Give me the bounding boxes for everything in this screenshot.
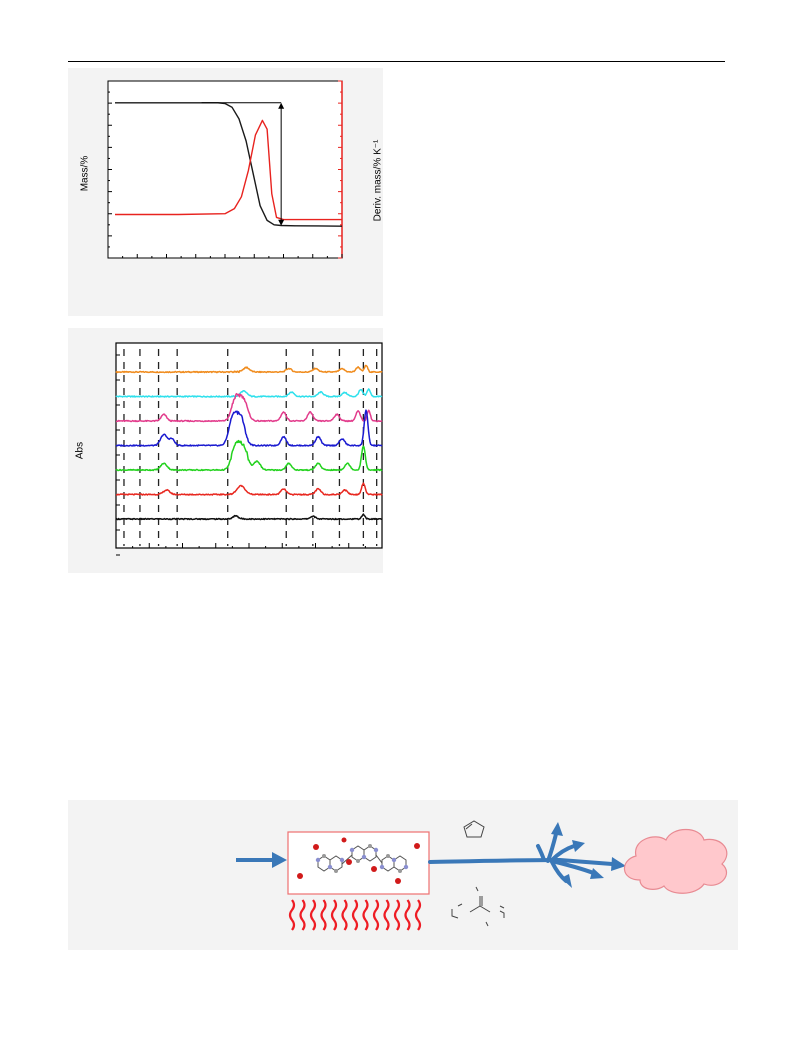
flow-arrowheads — [551, 822, 626, 888]
pyrolysis-scheme — [68, 800, 738, 950]
spectrum-line-1 — [115, 364, 383, 374]
gas-cloud — [623, 828, 728, 894]
ftir-dashed-markers — [123, 349, 378, 546]
heat-waves — [288, 899, 422, 931]
molecular-structure — [297, 837, 420, 884]
spectrum-line-5 — [115, 439, 383, 472]
product-structure-1 — [463, 820, 485, 838]
heat-wave — [299, 899, 306, 931]
heat-wave — [372, 899, 380, 931]
mass-loss-arrow — [201, 102, 285, 226]
heat-wave — [362, 899, 369, 931]
spectrum-line-7 — [115, 513, 383, 521]
heat-wave — [414, 899, 422, 931]
derivative-mass-curve — [115, 119, 342, 221]
ftir-ticks — [115, 354, 383, 556]
arrowhead-down — [278, 219, 285, 226]
product-structure-2 — [451, 886, 505, 927]
inlet-arrow — [236, 852, 287, 868]
arrowhead-up — [278, 102, 285, 109]
gas-flow-arrow — [428, 832, 614, 883]
heat-wave — [288, 899, 296, 931]
mass-curve — [115, 102, 343, 227]
heat-wave — [320, 899, 327, 931]
spectrum-line-6 — [115, 482, 383, 496]
tga-ticks — [107, 80, 343, 259]
tga-series — [115, 102, 343, 227]
heat-wave — [383, 899, 390, 931]
page-header-rule — [68, 61, 725, 62]
ftir-chart — [68, 328, 383, 573]
spectrum-line-3 — [115, 392, 383, 423]
heat-wave — [404, 899, 411, 931]
heat-wave — [330, 899, 338, 931]
tga-plot-area — [107, 80, 343, 259]
heat-wave — [309, 899, 317, 931]
tga-chart — [107, 80, 343, 259]
heat-wave — [393, 899, 401, 931]
spectrum-line-2 — [115, 388, 383, 398]
sample-box — [287, 831, 430, 895]
heat-wave — [351, 899, 359, 931]
heat-wave — [341, 899, 348, 931]
ftir-plot-area — [115, 342, 383, 549]
abs-axis-label: Abs — [74, 441, 86, 460]
ftir-series — [115, 364, 383, 521]
spectrum-line-4 — [115, 409, 383, 447]
